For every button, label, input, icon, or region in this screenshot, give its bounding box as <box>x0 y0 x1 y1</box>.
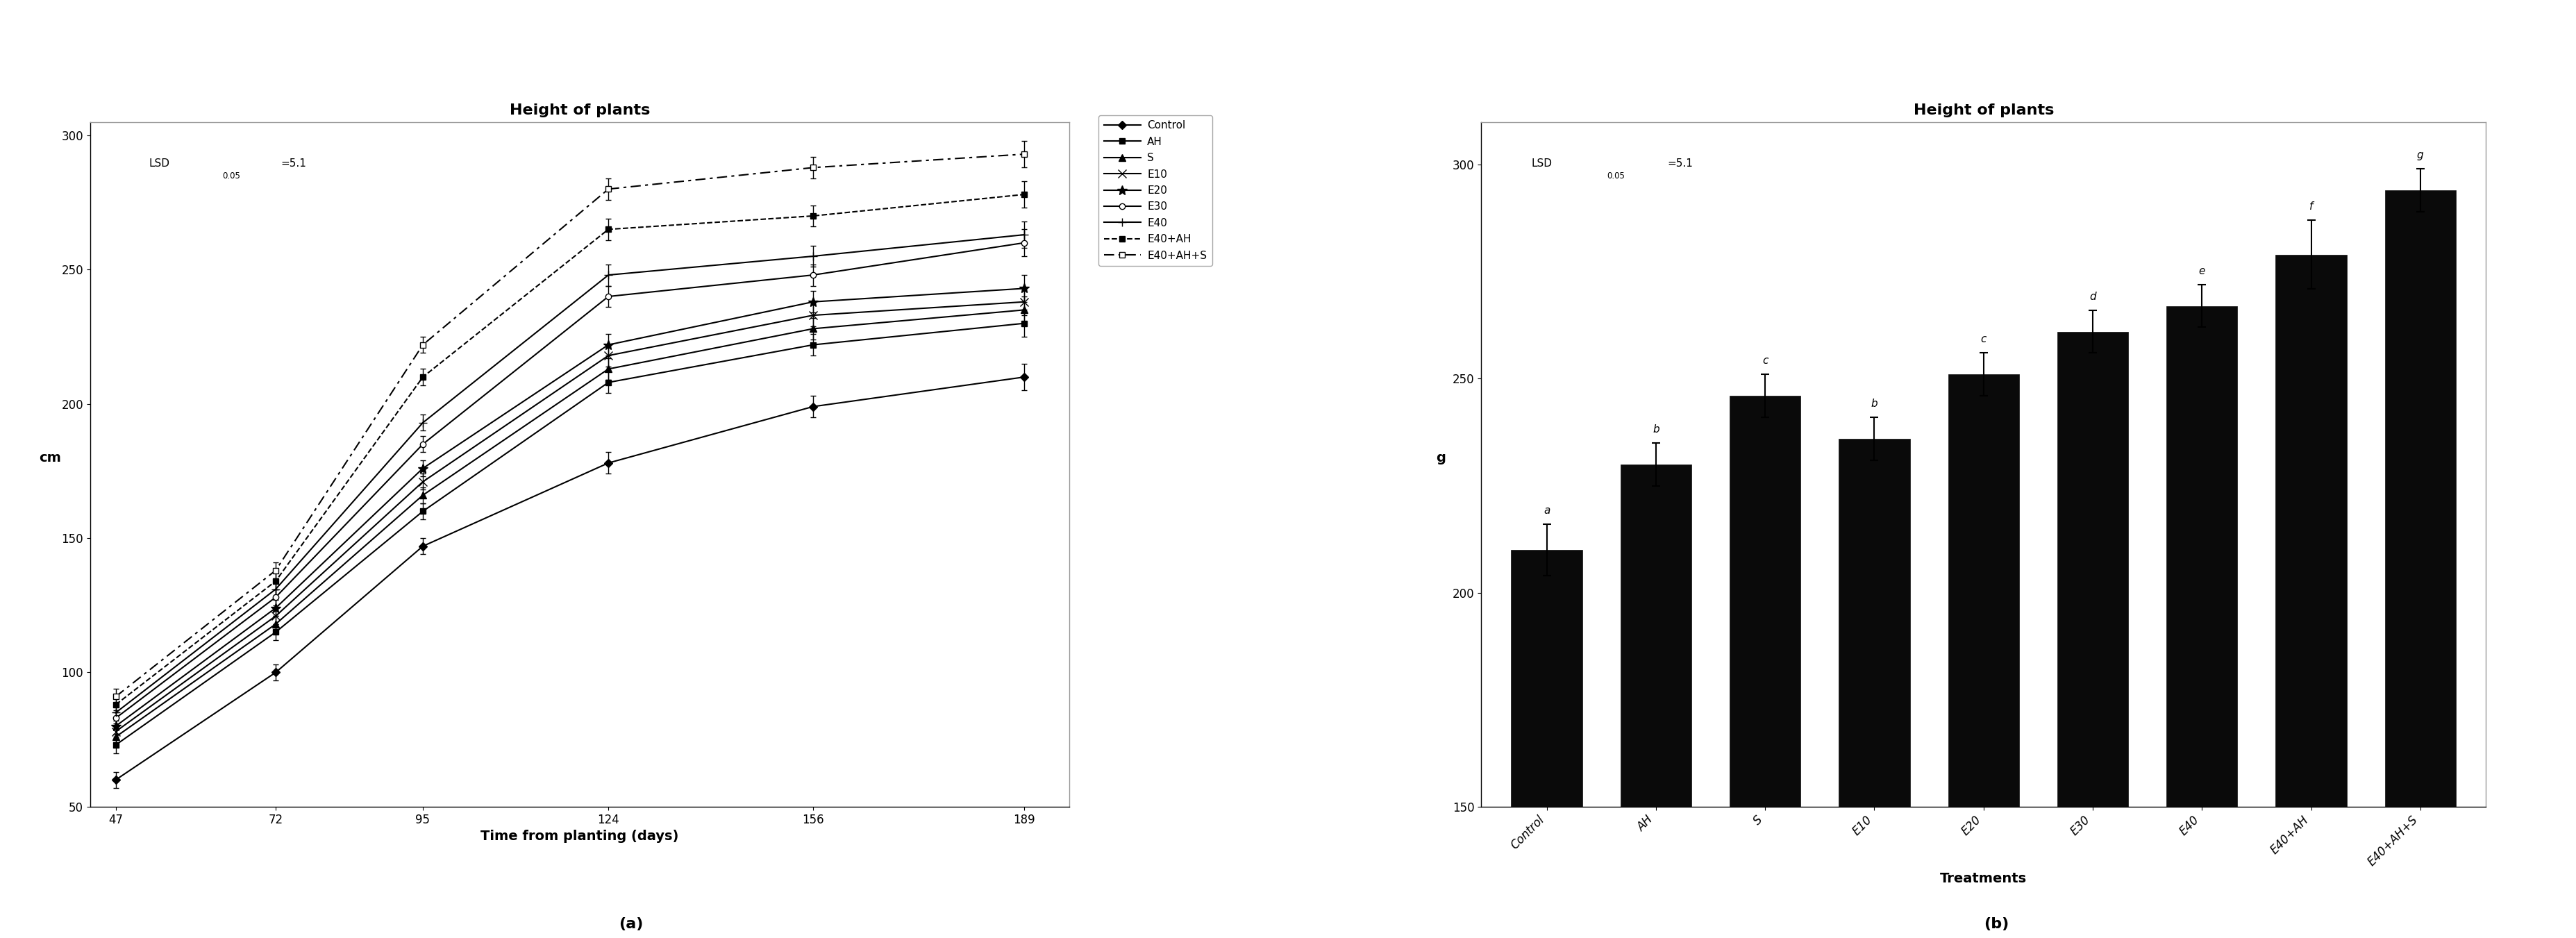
Bar <box>1728 396 1801 938</box>
Bar <box>1947 374 2020 938</box>
Bar <box>1512 550 1582 938</box>
Y-axis label: cm: cm <box>39 451 62 464</box>
Bar <box>2166 306 2239 938</box>
Text: (a): (a) <box>618 917 644 931</box>
Text: f: f <box>2308 202 2313 212</box>
Legend: Control, AH, S, E10, E20, E30, E40, E40+AH, E40+AH+S: Control, AH, S, E10, E20, E30, E40, E40+… <box>1097 115 1213 266</box>
Text: b: b <box>1870 399 1878 409</box>
Text: =5.1: =5.1 <box>281 159 307 169</box>
Text: d: d <box>2089 292 2097 302</box>
Text: LSD: LSD <box>1530 159 1553 169</box>
X-axis label: Treatments: Treatments <box>1940 872 2027 885</box>
Bar <box>2385 190 2455 938</box>
Text: =5.1: =5.1 <box>1667 159 1692 169</box>
Bar <box>2058 332 2128 938</box>
Y-axis label: g: g <box>1435 451 1445 464</box>
Text: LSD: LSD <box>149 159 170 169</box>
Text: a: a <box>1543 506 1551 516</box>
Title: Height of plants: Height of plants <box>1914 103 2053 117</box>
Bar <box>2275 254 2347 938</box>
Text: c: c <box>1762 356 1767 366</box>
Text: b: b <box>1654 424 1659 434</box>
Text: 0.05: 0.05 <box>222 171 240 180</box>
Bar <box>1620 464 1692 938</box>
Text: g: g <box>2416 150 2424 160</box>
X-axis label: Time from planting (days): Time from planting (days) <box>482 830 677 843</box>
Text: (b): (b) <box>1984 917 2009 931</box>
Text: 0.05: 0.05 <box>1607 171 1625 180</box>
Text: c: c <box>1981 334 1986 344</box>
Bar <box>1839 439 1909 938</box>
Text: e: e <box>2200 265 2205 276</box>
Title: Height of plants: Height of plants <box>510 103 649 117</box>
